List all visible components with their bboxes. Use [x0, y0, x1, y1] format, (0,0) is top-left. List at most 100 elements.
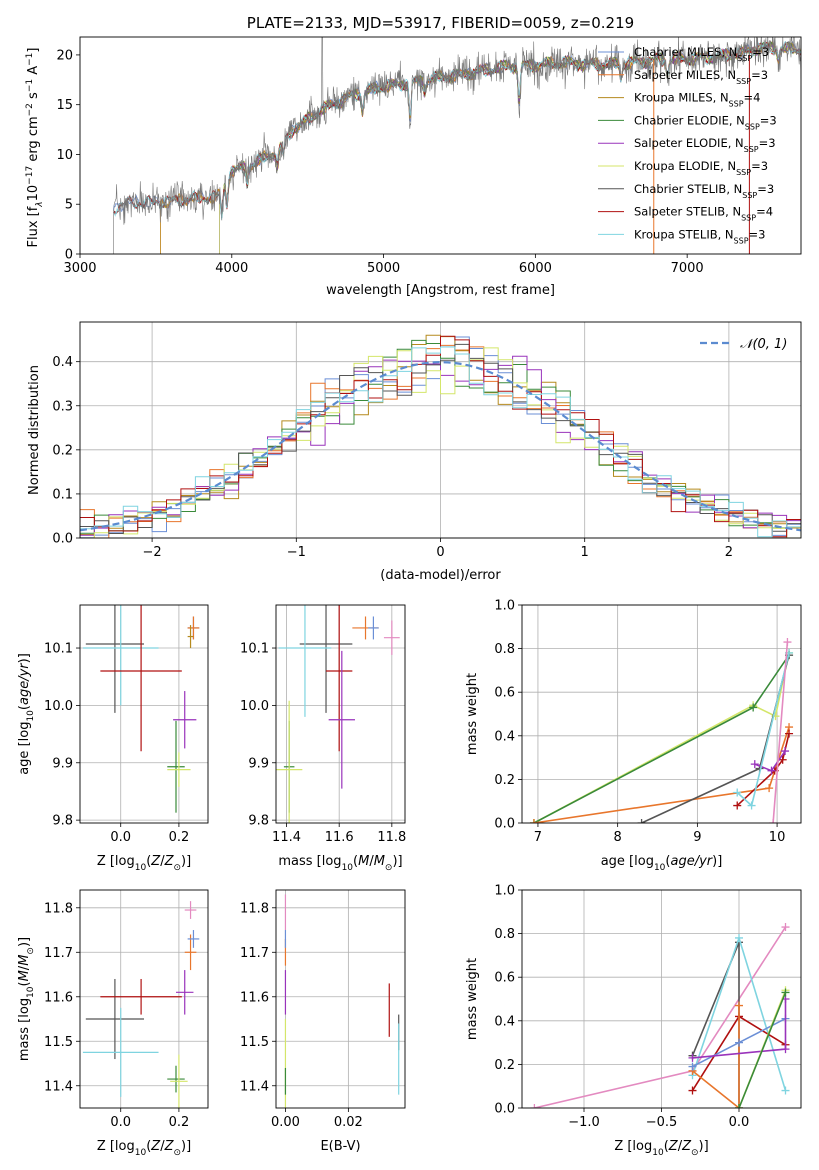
label-part: Z — [150, 1139, 161, 1154]
mass-weight-marker — [781, 747, 790, 756]
mass-weight-marker — [735, 1001, 743, 1010]
label-part: age/yr — [17, 662, 32, 705]
normal-curve — [80, 360, 801, 532]
mass-weight-marker — [781, 923, 790, 932]
axes-frame — [79, 889, 209, 1109]
age-vs-metallicity-panel: 0.0 0.29.89.910.010.1Z [log10(Z/Z⊙)]age [… — [17, 604, 209, 873]
x-tick-label: −1 — [287, 545, 306, 560]
legend-value: =3 — [751, 68, 768, 82]
y-axis-label: age [log10(age/yr)] — [17, 653, 36, 775]
legend-label: Salpeter ELODIE, NSSP=3 — [634, 136, 776, 154]
label-part: ( — [146, 1139, 151, 1154]
massweight-vs-metallicity-panel: −1.0 −0.5 0.00.00.20.40.60.81.0Z [log10(Z/… — [465, 884, 802, 1158]
x-tick-label: 2 — [725, 545, 733, 560]
y-axis-label: mass [log10(M/M⊙)] — [17, 937, 36, 1061]
x-axis-label: Z [log10(Z/Z⊙)] — [97, 1139, 191, 1158]
label-part: −1 — [25, 53, 35, 66]
label-part: Z [log — [97, 854, 135, 869]
x-tick-label: 6000 — [519, 261, 552, 276]
x-tick-label: 0.0 — [729, 1115, 750, 1130]
label-part: M — [17, 955, 32, 966]
spectrum-data-line — [113, 37, 801, 254]
x-tick-label: 11.4 — [272, 830, 301, 845]
y-tick-label: 0.2 — [494, 773, 515, 788]
y-tick-label: 9.9 — [52, 756, 73, 771]
label-part: M — [358, 854, 369, 869]
y-tick-label: 11.6 — [44, 990, 73, 1005]
label-part: / — [17, 965, 32, 970]
label-part: / — [369, 854, 374, 869]
y-tick-label: 9.8 — [52, 814, 73, 829]
y-tick-label: 0.3 — [52, 399, 73, 414]
y-tick-label: 11.5 — [240, 1035, 269, 1050]
y-tick-label: 0.6 — [494, 971, 515, 986]
label-part: Z — [668, 1139, 679, 1154]
mass-weight-line — [533, 652, 790, 823]
y-tick-label: 0.8 — [494, 927, 515, 942]
label-part: s — [26, 92, 41, 103]
label-part: Z — [681, 1139, 692, 1154]
x-tick-label: 4000 — [215, 261, 248, 276]
y-tick-label: 0.1 — [52, 487, 73, 502]
axes-frame — [521, 889, 802, 1109]
label-part: 10 — [26, 185, 41, 202]
mass-weight-line — [533, 654, 790, 823]
label-part: )] — [17, 937, 32, 947]
label-part: ( — [664, 1139, 669, 1154]
label-part: 10 — [26, 986, 36, 998]
mass-vs-metallicity-panel: 0.0 0.211.411.511.611.711.8Z [log10(Z/Z⊙)… — [17, 889, 209, 1158]
y-tick-label: 11.4 — [44, 1079, 73, 1094]
label-part: 10 — [652, 1148, 664, 1158]
mass-weight-marker — [735, 1038, 743, 1047]
legend-value: =3 — [759, 136, 776, 150]
legend-text: Chabrier ELODIE, N — [634, 113, 745, 127]
label-part: ⊙ — [26, 947, 36, 955]
legend-value: =4 — [756, 205, 773, 219]
label-part: / — [678, 1139, 683, 1154]
legend-label: Kroupa STELIB, NSSP=3 — [634, 227, 765, 245]
legend-text: Kroupa ELODIE, N — [634, 159, 736, 173]
mass-weight-marker — [769, 819, 778, 823]
y-tick-label: 0.4 — [494, 1014, 515, 1029]
axes-frame — [521, 604, 802, 824]
legend-label: Kroupa ELODIE, NSSP=3 — [634, 159, 768, 177]
spectrum-panel: 3000 4000 5000 6000 7000 0 5 10 15 20 PLATE=2133, … — [25, 14, 802, 298]
x-tick-label: 3000 — [63, 261, 96, 276]
label-part: ( — [17, 981, 32, 986]
legend-value: =3 — [752, 45, 769, 59]
y-axis-label: Flux [fλ10−17 erg cm−2 s−1 A−1] — [25, 48, 45, 248]
label-part: / — [160, 1139, 165, 1154]
label-part: M — [17, 970, 32, 981]
x-tick-label: 5000 — [367, 261, 400, 276]
x-tick-label: 0.0 — [110, 1115, 131, 1130]
mass-weight-line — [641, 654, 790, 823]
y-axis-label: mass weight — [465, 673, 480, 755]
y-tick-label: 11.4 — [240, 1079, 269, 1094]
label-part: −17 — [25, 166, 35, 185]
y-tick-label: 11.8 — [240, 901, 269, 916]
y-tick-label: 11.8 — [44, 901, 73, 916]
x-tick-label: 11.8 — [377, 830, 406, 845]
axes-frame — [79, 36, 802, 255]
y-tick-label: 10.1 — [44, 642, 73, 657]
label-part: ⊙ — [173, 1148, 181, 1158]
label-part: ( — [353, 854, 358, 869]
y-tick-label: 11.5 — [44, 1035, 73, 1050]
mass-weight-marker — [530, 1104, 539, 1108]
mass-weight-line — [691, 941, 740, 1108]
legend-text: Kroupa STELIB, N — [634, 227, 734, 241]
y-tick-label: 0.0 — [52, 532, 73, 547]
mass-weight-marker — [781, 988, 790, 997]
label-part: Z — [164, 1139, 175, 1154]
y-tick-label: 0.8 — [494, 642, 515, 657]
label-part: age/yr — [670, 854, 713, 869]
histogram-line — [80, 346, 801, 538]
x-tick-label: 7000 — [671, 261, 704, 276]
label-part: A — [26, 66, 41, 79]
x-axis-label: wavelength [Angstrom, rest frame] — [326, 283, 555, 298]
label-part: ⊙ — [385, 863, 393, 873]
label-part: 10 — [135, 863, 147, 873]
label-part: )] — [712, 854, 722, 869]
label-part: 10 — [654, 863, 666, 873]
